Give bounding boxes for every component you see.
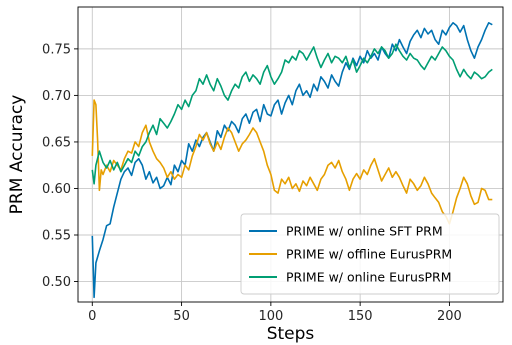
x-tick-label: 150	[348, 309, 373, 324]
series-lines	[91, 22, 493, 299]
legend-box	[240, 213, 500, 295]
series-line-2	[91, 99, 493, 225]
x-tick-label: 50	[173, 309, 190, 324]
plot-frame	[77, 6, 504, 303]
series-line-1	[91, 22, 493, 299]
legend: PRIME w/ online SFT PRM PRIME w/ offline …	[240, 213, 500, 295]
legend-entry-label: PRIME w/ online EurusPRM	[286, 270, 451, 285]
y-axis-label: PRM Accuracy	[7, 95, 27, 215]
y-tick-label: 0.75	[42, 42, 71, 57]
y-tick-label: 0.60	[42, 182, 71, 197]
x-tick-label: 200	[437, 309, 462, 324]
y-tick-label: 0.50	[42, 275, 71, 290]
axis-ticks: 0 50 100 150 200 0.50 0.55 0.60 0.65 0.70 0.75	[42, 42, 462, 324]
y-tick-label: 0.70	[42, 89, 71, 104]
y-tick-label: 0.65	[42, 135, 71, 150]
legend-entry-label: PRIME w/ offline EurusPRM	[286, 247, 452, 262]
x-axis-label: Steps	[267, 324, 315, 344]
x-tick-label: 0	[88, 309, 96, 324]
legend-entry-label: PRIME w/ online SFT PRM	[286, 224, 443, 239]
x-tick-label: 100	[258, 309, 283, 324]
y-tick-label: 0.55	[42, 228, 71, 243]
series-line-3	[91, 43, 493, 185]
